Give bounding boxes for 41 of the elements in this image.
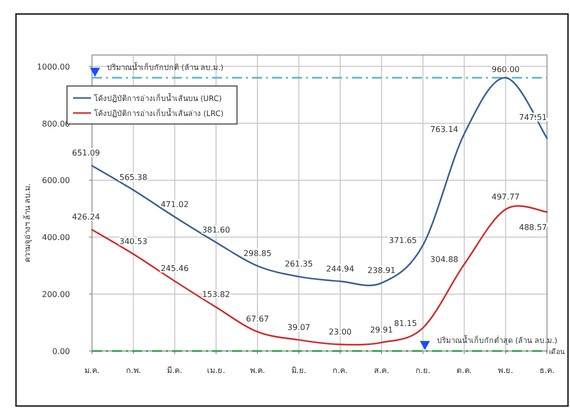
y-tick-label: 600.00 [42,176,70,186]
y-tick-label: 200.00 [42,290,70,300]
data-label: 340.53 [119,237,148,246]
data-label: 67.67 [246,314,269,324]
data-label: 304.88 [430,255,458,264]
y-tick-label: 0.00 [52,347,70,356]
x-tick-label: ธ.ค. [539,366,555,375]
x-tick-label: ต.ค. [456,366,472,375]
y-tick-label: 1000.00 [36,62,70,72]
x-tick-label: ม.ค. [84,366,100,375]
x-tick-label: มิ.ย. [291,366,306,375]
data-label: 23.00 [328,327,352,336]
data-label: 497.77 [492,192,520,202]
data-label: 153.82 [202,290,230,300]
data-label: 960.00 [492,64,520,74]
data-label: 298.85 [243,248,272,258]
data-label: 371.65 [388,236,417,246]
data-label: 565.38 [119,173,148,182]
x-tick-label: ก.ค. [332,366,348,375]
x-tick-label: ก.พ. [126,366,141,375]
data-label: 29.91 [370,325,393,334]
data-label: 261.35 [284,260,313,269]
y-tick-label: 400.00 [42,233,70,242]
data-label: 39.07 [287,322,310,332]
x-tick-label: มี.ค. [167,366,182,375]
data-label: 763.14 [430,124,458,134]
data-label: 245.46 [160,264,189,274]
data-label: 238.91 [368,266,396,276]
data-label: 471.02 [160,200,189,209]
x-tick-label: ก.ย. [415,366,430,375]
data-label: 651.09 [72,148,100,158]
data-label: 488.57 [519,222,547,232]
y-axis-title: ความจุอ่างฯ ล้าน ลบ.ม. [23,183,32,263]
data-label: 426.24 [72,212,100,222]
data-label: 381.60 [202,225,230,234]
data-label: 244.94 [326,264,354,274]
x-tick-label: พ.ค. [250,366,265,375]
x-tick-label: เม.ย. [207,366,226,375]
data-label: 81.15 [394,318,417,328]
x-tick-label: พ.ย. [498,366,514,375]
x-tick-label: ส.ค. [374,366,390,375]
